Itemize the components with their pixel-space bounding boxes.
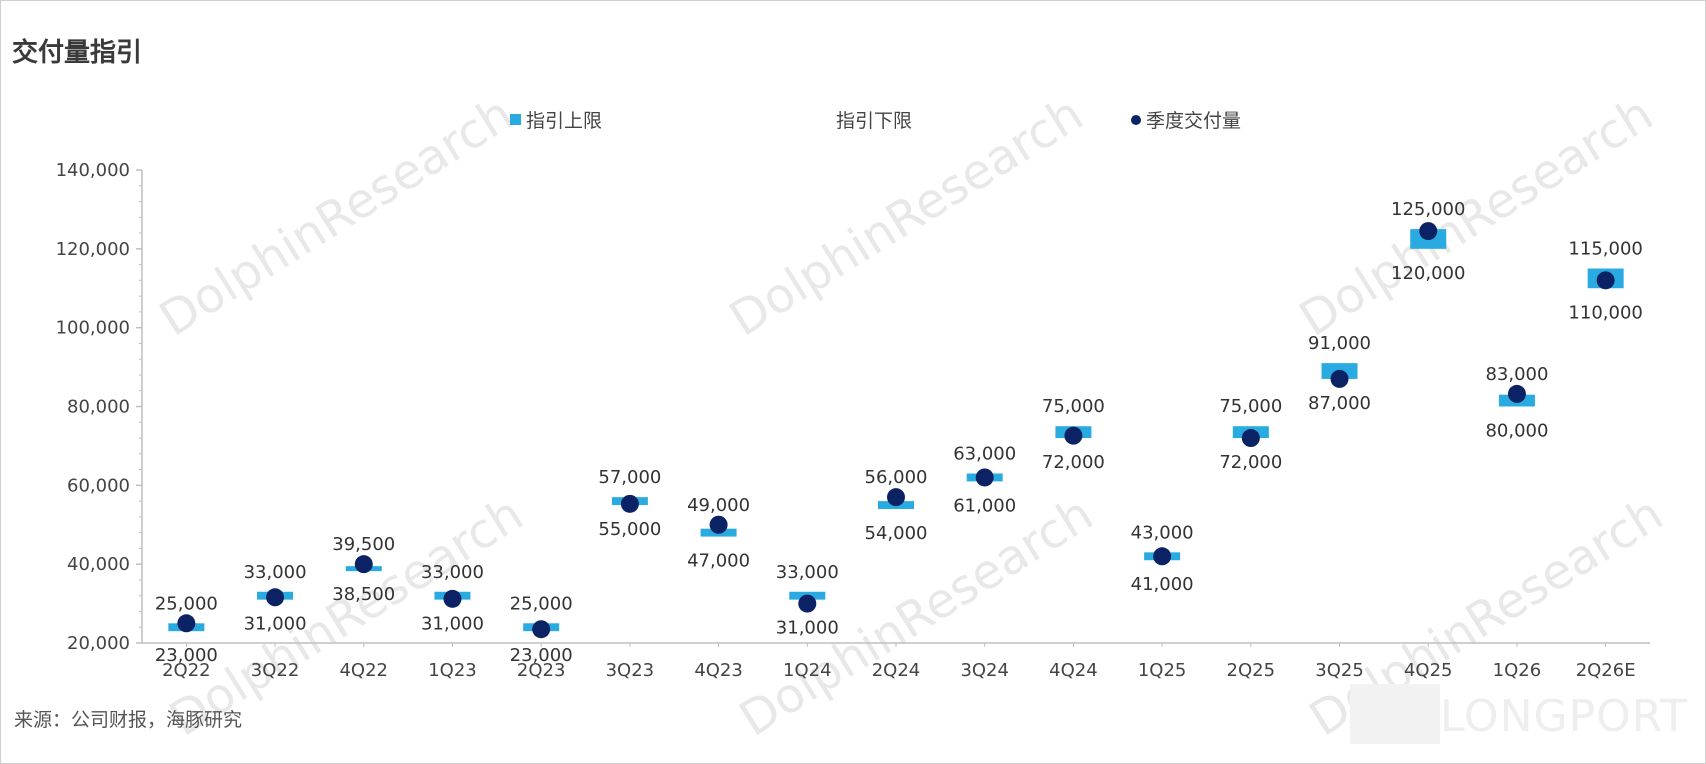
y-tick-label: 40,000 (67, 554, 130, 575)
delivery-dot (798, 594, 817, 613)
labels: 25,000 33,000 39,500 33,000 25,000 57,000 49,0… (155, 199, 1643, 666)
data-label-lower: 55,000 (598, 519, 661, 540)
data-label-lower: 47,000 (687, 551, 750, 572)
data-label-upper: 33,000 (776, 562, 839, 583)
data-label-lower: 23,000 (510, 645, 573, 666)
x-tick-label: 2Q26E (1576, 660, 1636, 681)
y-tick-label: 120,000 (56, 239, 130, 260)
x-tick-label: 2Q25 (1227, 660, 1276, 681)
data-label-lower: 80,000 (1485, 421, 1548, 442)
x-tick-label: 3Q24 (960, 660, 1009, 681)
data-label-lower: 38,500 (332, 584, 395, 605)
data-label-upper: 75,000 (1042, 396, 1105, 417)
data-label-lower: 31,000 (244, 614, 307, 635)
delivery-dot (975, 468, 994, 487)
data-label-lower: 31,000 (421, 614, 484, 635)
chart-title: 交付量指引 (12, 38, 143, 68)
data-label-upper: 25,000 (510, 593, 573, 614)
watermark-brand: LONGPORT (1439, 691, 1688, 742)
delivery-dot (1419, 222, 1438, 241)
axes: 20,000 40,000 60,000 80,000 100,000 120,000 14… (56, 160, 1650, 681)
delivery-dot (1153, 547, 1172, 566)
data-label-upper: 43,000 (1131, 522, 1194, 543)
data-label-upper: 83,000 (1485, 364, 1548, 385)
legend-item-upper: 指引上限 (510, 106, 602, 133)
data-label-upper: 33,000 (421, 562, 484, 583)
data-label-lower: 72,000 (1219, 452, 1282, 473)
x-tick-label: 4Q22 (339, 660, 388, 681)
marks (168, 222, 1624, 639)
x-tick-label: 2Q24 (872, 660, 921, 681)
x-tick-label: 3Q22 (251, 660, 300, 681)
x-tick-label: 3Q25 (1315, 660, 1364, 681)
delivery-dot (1241, 429, 1260, 448)
x-tick-label: 4Q23 (694, 660, 743, 681)
delivery-dot (1596, 271, 1615, 290)
delivery-dot (709, 515, 728, 534)
delivery-dot (266, 588, 285, 607)
data-label-upper: 75,000 (1219, 396, 1282, 417)
y-tick-label: 80,000 (67, 397, 130, 418)
delivery-dot (1507, 384, 1526, 403)
delivery-dot (887, 488, 905, 507)
legend-item-actual: 季度交付量 (1131, 106, 1241, 133)
delivery-dot (354, 555, 373, 574)
data-label-upper: 56,000 (865, 467, 928, 488)
data-label-upper: 91,000 (1308, 333, 1371, 354)
legend-swatch-upper (510, 114, 521, 125)
data-label-lower: 54,000 (865, 523, 928, 544)
data-label-lower: 23,000 (155, 645, 218, 666)
x-tick-label: 1Q23 (428, 660, 477, 681)
x-tick-label: 3Q23 (606, 660, 655, 681)
y-tick-label: 100,000 (56, 318, 130, 339)
data-label-lower: 120,000 (1391, 263, 1465, 284)
data-label-lower: 31,000 (776, 618, 839, 639)
x-tick-label: 2Q22 (162, 660, 211, 681)
data-label-lower: 72,000 (1042, 452, 1105, 473)
data-label-upper: 25,000 (155, 593, 218, 614)
data-label-upper: 57,000 (598, 467, 661, 488)
data-label-upper: 115,000 (1568, 239, 1642, 260)
legend-swatch-actual (1131, 114, 1141, 125)
legend-item-lower: 指引下限 (836, 106, 912, 133)
data-label-upper: 125,000 (1391, 199, 1465, 220)
y-tick-label: 60,000 (67, 475, 130, 496)
data-label-upper: 33,000 (244, 562, 307, 583)
x-tick-label: 4Q25 (1404, 660, 1453, 681)
data-label-lower: 61,000 (953, 495, 1016, 516)
x-tick-label: 1Q25 (1138, 660, 1187, 681)
data-label-lower: 110,000 (1568, 302, 1642, 323)
y-tick-label: 140,000 (56, 160, 130, 181)
y-tick-label: 20,000 (67, 633, 130, 654)
legend-label-actual: 季度交付量 (1146, 110, 1242, 132)
delivery-dot (443, 589, 462, 608)
delivery-dot (177, 614, 196, 633)
delivery-dot (532, 620, 551, 639)
delivery-dot (1330, 369, 1349, 388)
x-tick-label: 2Q23 (517, 660, 566, 681)
data-label-upper: 49,000 (687, 495, 750, 516)
source-note: 来源：公司财报，海豚研究 (14, 709, 243, 731)
x-tick-label: 1Q24 (783, 660, 832, 681)
x-tick-label: 4Q24 (1049, 660, 1098, 681)
legend-label-upper: 指引上限 (526, 110, 603, 132)
watermark-logo-icon (1350, 684, 1440, 744)
data-label-upper: 39,500 (332, 534, 395, 555)
legend-label-lower: 指引下限 (836, 110, 913, 132)
data-label-lower: 41,000 (1131, 574, 1194, 595)
data-label-upper: 63,000 (953, 444, 1016, 465)
legend: 指引上限 指引下限 季度交付量 (0, 106, 1706, 136)
data-label-lower: 87,000 (1308, 393, 1371, 414)
delivery-dot (620, 494, 639, 513)
delivery-dot (1064, 426, 1083, 445)
x-tick-label: 1Q26 (1493, 660, 1542, 681)
